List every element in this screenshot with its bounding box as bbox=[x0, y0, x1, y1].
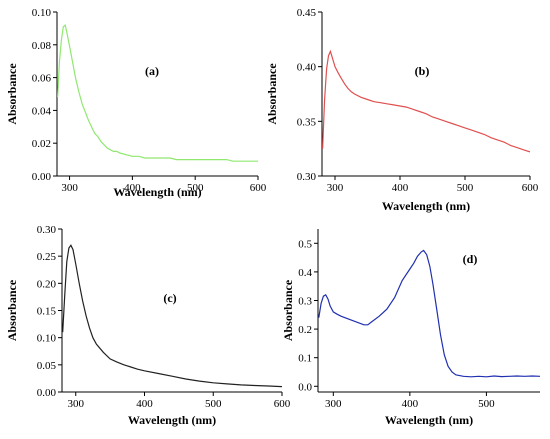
x-tick-label: 400 bbox=[402, 398, 419, 410]
y-tick-label: 0.2 bbox=[298, 324, 312, 336]
y-tick-label: 0.15 bbox=[37, 306, 57, 318]
x-tick-label: 500 bbox=[187, 182, 204, 194]
x-tick-label: 500 bbox=[478, 398, 495, 410]
panel-1: 300 400 500 600 0.30 0.35 0.40 0.45 Wavelength (… bbox=[265, 7, 539, 213]
panel-label: (b) bbox=[415, 64, 430, 78]
panel-label: (c) bbox=[163, 291, 176, 305]
y-tick-label: 0.3 bbox=[298, 295, 312, 307]
y-axis-title: Absorbance bbox=[281, 279, 295, 341]
x-axis-title: Wavelength (nm) bbox=[385, 413, 473, 427]
y-tick-label: 0.04 bbox=[32, 105, 52, 117]
panel-2: 300 400 500 600 0.00 0.05 0.10 0.15 0.20 0.25 0.30… bbox=[5, 224, 291, 427]
y-tick-label: 0.20 bbox=[37, 278, 57, 290]
panel-label: (a) bbox=[145, 64, 159, 78]
panel-3: 300 400 500 0.0 0.1 0.2 0.3 0.4 0.5 Wavelength (n… bbox=[281, 229, 540, 427]
y-tick-label: 0.10 bbox=[37, 333, 57, 345]
y-axis-title: Absorbance bbox=[265, 63, 279, 125]
x-tick-label: 400 bbox=[136, 398, 153, 410]
x-tick-label: 300 bbox=[68, 398, 85, 410]
y-tick-label: 0.30 bbox=[37, 224, 57, 236]
y-tick-label: 0.40 bbox=[297, 62, 317, 74]
y-tick-label: 0.00 bbox=[37, 387, 57, 399]
spectrum-line-0 bbox=[57, 23, 258, 162]
panel-label: (d) bbox=[463, 252, 478, 266]
y-tick-label: 0.4 bbox=[298, 267, 312, 279]
y-tick-label: 0.10 bbox=[32, 7, 52, 19]
y-tick-label: 0.0 bbox=[298, 381, 312, 393]
y-tick-label: 0.1 bbox=[298, 353, 312, 365]
x-tick-label: 600 bbox=[250, 182, 267, 194]
x-tick-label: 300 bbox=[327, 182, 344, 194]
y-axis-title: Absorbance bbox=[5, 279, 19, 341]
x-axis-title: Wavelength (nm) bbox=[128, 413, 216, 427]
y-tick-label: 0.35 bbox=[297, 116, 317, 128]
y-tick-label: 0.08 bbox=[32, 40, 52, 52]
x-axis-title: Wavelength (nm) bbox=[113, 185, 201, 199]
panel-0: 300 400 500 600 0.00 0.02 0.04 0.06 0.08 0.10 Wave… bbox=[5, 7, 267, 199]
y-tick-label: 0.30 bbox=[297, 171, 317, 183]
y-tick-label: 0.5 bbox=[298, 238, 312, 250]
x-tick-label: 500 bbox=[205, 398, 222, 410]
x-tick-label: 400 bbox=[124, 182, 141, 194]
x-tick-label: 500 bbox=[457, 182, 474, 194]
y-tick-label: 0.05 bbox=[37, 360, 57, 372]
y-tick-label: 0.00 bbox=[32, 171, 52, 183]
x-axis-title: Wavelength (nm) bbox=[382, 199, 470, 213]
y-tick-label: 0.06 bbox=[32, 73, 52, 85]
y-tick-label: 0.25 bbox=[37, 251, 57, 263]
x-tick-label: 600 bbox=[522, 182, 539, 194]
y-tick-label: 0.02 bbox=[32, 138, 51, 150]
x-tick-label: 300 bbox=[61, 182, 78, 194]
y-axis-title: Absorbance bbox=[5, 63, 19, 125]
spectrum-line-0 bbox=[62, 244, 282, 388]
x-tick-label: 300 bbox=[325, 398, 342, 410]
spectrum-line-0 bbox=[322, 49, 530, 153]
x-tick-label: 600 bbox=[274, 398, 291, 410]
y-tick-label: 0.45 bbox=[297, 7, 317, 19]
spectrum-line-0 bbox=[318, 249, 540, 378]
x-tick-label: 400 bbox=[392, 182, 409, 194]
